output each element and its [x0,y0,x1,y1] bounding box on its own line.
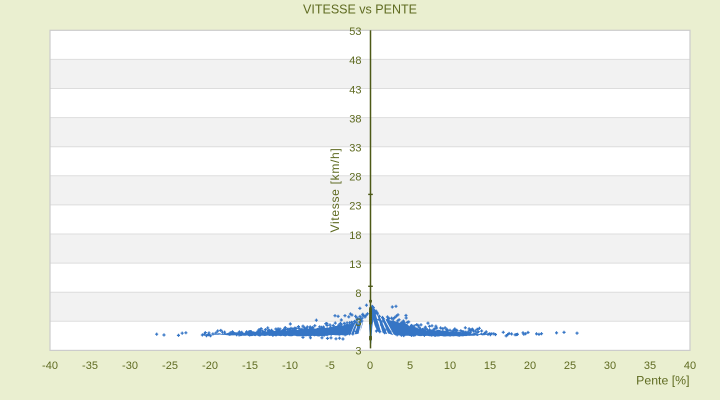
svg-text:8: 8 [355,288,361,300]
svg-text:53: 53 [349,26,361,38]
svg-text:-30: -30 [122,360,138,372]
svg-text:43: 43 [349,84,361,96]
svg-text:13: 13 [349,259,361,271]
svg-text:-35: -35 [82,360,98,372]
svg-text:-15: -15 [242,360,258,372]
svg-text:-5: -5 [325,360,335,372]
svg-text:35: 35 [644,360,656,372]
svg-text:Pente [%]: Pente [%] [636,373,689,387]
svg-text:VITESSE vs PENTE: VITESSE vs PENTE [303,3,417,17]
svg-text:33: 33 [349,143,361,155]
svg-text:-10: -10 [282,360,298,372]
svg-text:10: 10 [444,360,456,372]
svg-text:28: 28 [349,172,361,184]
svg-text:30: 30 [604,360,616,372]
svg-text:25: 25 [564,360,576,372]
svg-text:38: 38 [349,113,361,125]
svg-text:-20: -20 [202,360,218,372]
svg-text:23: 23 [349,201,361,213]
svg-text:3: 3 [355,317,361,329]
svg-text:0: 0 [367,360,373,372]
svg-text:40: 40 [684,360,696,372]
svg-text:20: 20 [524,360,536,372]
svg-text:15: 15 [484,360,496,372]
svg-text:48: 48 [349,55,361,67]
svg-text:5: 5 [407,360,413,372]
svg-text:Vitesse [km/h]: Vitesse [km/h] [328,148,342,233]
svg-text:-40: -40 [42,360,58,372]
svg-text:18: 18 [349,230,361,242]
svg-text:-25: -25 [162,360,178,372]
svg-text:3: 3 [355,346,361,358]
